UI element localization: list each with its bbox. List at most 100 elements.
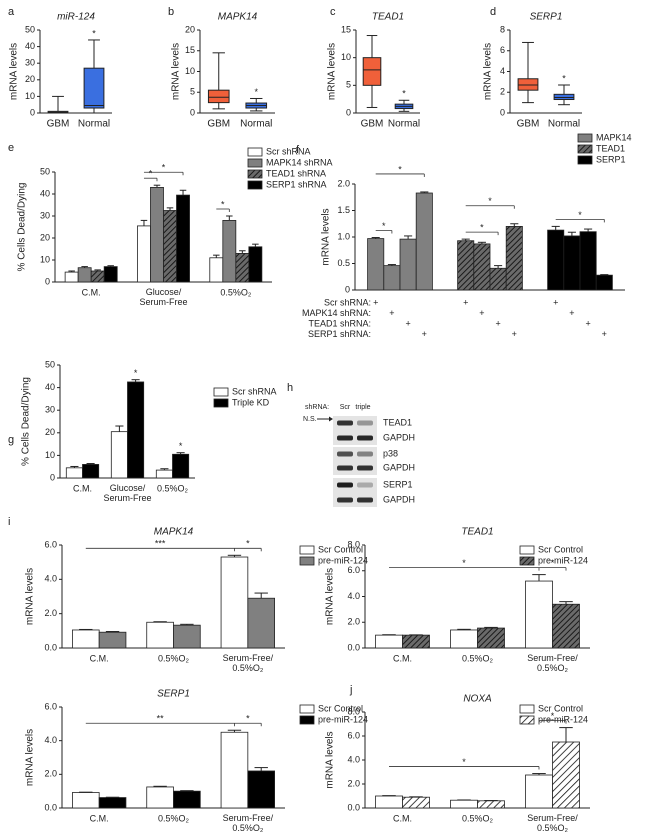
y-tick-label: 2.0 — [44, 769, 57, 779]
bar — [220, 731, 249, 809]
x-tick-label: Normal — [240, 119, 272, 130]
chart-title: miR-124 — [57, 12, 95, 23]
bar — [72, 792, 100, 809]
legend-label: pre-miR-124 — [318, 555, 368, 565]
panel-letter: i — [8, 516, 10, 528]
bar — [552, 741, 580, 809]
band-label: TEAD1 — [383, 417, 412, 427]
significance: * — [149, 169, 153, 179]
bar — [367, 238, 385, 291]
bar — [235, 252, 250, 283]
legend-swatch — [577, 133, 593, 143]
x-tick-label: 0.5%O₂ — [462, 813, 494, 823]
y-axis-label: mRNA levels — [327, 43, 338, 100]
y-axis-label: mRNA levels — [25, 568, 36, 625]
band-label: GAPDH — [383, 462, 415, 472]
chart-title: SERP1 — [157, 689, 190, 700]
legend-label: Scr Control — [538, 544, 583, 554]
blot-membrane — [333, 416, 377, 445]
condition-label: SERP1 shRNA: — [308, 329, 371, 339]
panel-letter: c — [330, 6, 336, 18]
y-tick-label: 2.0 — [337, 178, 350, 188]
y-tick-label: 4.0 — [347, 591, 360, 601]
bar — [547, 229, 565, 291]
legend-swatch — [519, 545, 535, 555]
y-axis-label: mRNA levels — [321, 208, 332, 265]
y-axis-label: mRNA levels — [171, 43, 182, 100]
legend-label: TEAD1 shRNA — [266, 168, 326, 178]
legend-swatch — [577, 155, 593, 165]
blot-membrane — [333, 478, 377, 507]
y-tick-label: 40 — [40, 188, 50, 198]
bar — [176, 194, 190, 283]
bar — [103, 266, 118, 283]
y-tick-label: 6 — [500, 45, 505, 55]
bar — [399, 238, 417, 291]
bar — [248, 246, 263, 283]
x-tick-label: C.M. — [90, 813, 109, 823]
y-tick-label: 10 — [341, 52, 351, 62]
bar — [110, 431, 128, 479]
significance: * — [398, 164, 402, 174]
legend-label: TEAD1 — [596, 143, 625, 153]
x-tick-label: Serum-Free/0.5%O₂ — [223, 653, 274, 673]
significance: * — [562, 73, 566, 83]
bar — [415, 192, 433, 291]
condition-sign: + — [602, 329, 607, 339]
condition-sign: + — [422, 329, 427, 339]
x-tick-label: GBM — [207, 119, 230, 130]
legend-label: MAPK14 — [596, 132, 632, 142]
condition-sign: + — [585, 318, 590, 328]
bar — [450, 629, 478, 649]
y-tick-label: 2.0 — [347, 617, 360, 627]
panel-letter: h — [287, 382, 293, 394]
y-tick-label: 10 — [45, 450, 55, 460]
significance: * — [221, 199, 225, 209]
legend-swatch — [299, 715, 315, 725]
blot-band — [337, 465, 353, 471]
legend-label: Scr Control — [538, 703, 583, 713]
x-tick-label: 0.5%O₂ — [462, 653, 494, 663]
legend-swatch — [247, 180, 263, 190]
x-tick-label: Glucose/Serum-Free — [103, 483, 151, 503]
y-tick-label: 2.0 — [347, 778, 360, 788]
bar — [222, 219, 237, 283]
bar — [477, 627, 505, 649]
bar — [473, 243, 491, 291]
x-tick-label: 0.5%O₂ — [158, 653, 190, 663]
x-tick-label: GBM — [517, 119, 540, 130]
x-tick-label: C.M. — [393, 813, 412, 823]
x-tick-label: GBM — [47, 119, 70, 130]
y-axis-label: % Cells Dead/Dying — [21, 377, 32, 466]
y-tick-label: 50 — [45, 359, 55, 369]
y-tick-label: 4 — [500, 66, 505, 76]
y-tick-label: 40 — [45, 382, 55, 392]
legend-swatch — [519, 556, 535, 566]
bar — [146, 621, 174, 649]
y-tick-label: 5 — [346, 80, 351, 90]
condition-sign: + — [495, 318, 500, 328]
legend-swatch — [213, 387, 229, 397]
y-tick-label: 0 — [45, 276, 50, 286]
x-tick-label: Glucose/Serum-Free — [139, 287, 187, 307]
significance: * — [92, 28, 96, 38]
panel-letter: f — [296, 144, 300, 156]
bar — [552, 603, 580, 649]
lane-label: triple — [355, 404, 370, 411]
bar — [173, 790, 201, 809]
significance: *** — [155, 539, 166, 549]
condition-sign: + — [512, 329, 517, 339]
blot-band — [337, 420, 353, 426]
y-tick-label: 0 — [50, 472, 55, 482]
condition-sign: + — [553, 297, 558, 307]
legend-label: SERP1 shRNA — [266, 179, 327, 189]
significance: * — [246, 714, 250, 724]
condition-sign: + — [479, 308, 484, 318]
x-tick-label: Serum-Free/0.5%O₂ — [223, 813, 274, 833]
panel-letter: b — [168, 6, 174, 18]
y-tick-label: 1.5 — [337, 205, 350, 215]
condition-label: TEAD1 shRNA: — [308, 318, 371, 328]
y-tick-label: 20 — [40, 232, 50, 242]
y-tick-label: 10 — [40, 254, 50, 264]
bar — [98, 631, 127, 649]
